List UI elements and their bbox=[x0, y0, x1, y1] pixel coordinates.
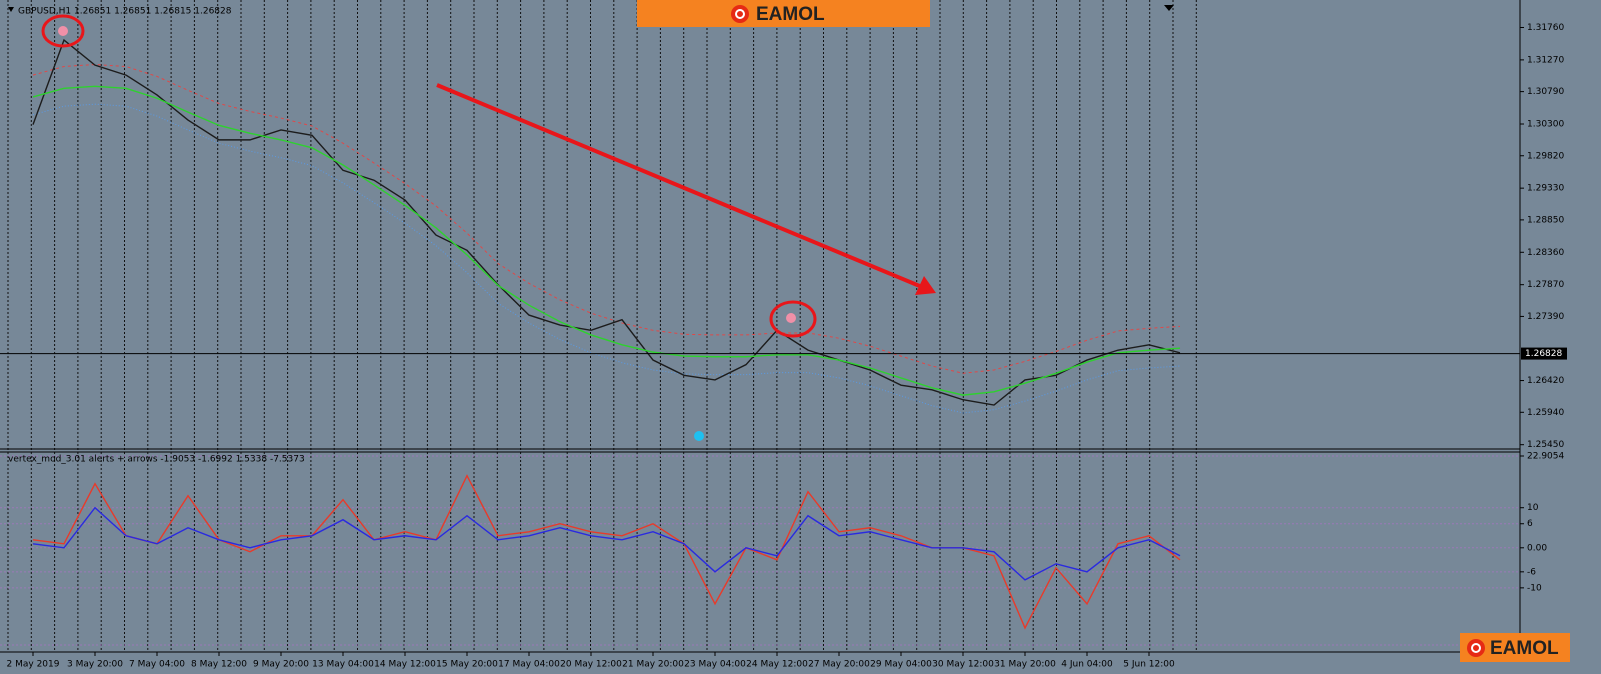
logo-icon bbox=[731, 5, 749, 23]
y-tick-label: -6 bbox=[1527, 567, 1536, 577]
highlight-circle bbox=[41, 14, 85, 48]
x-tick-label: 20 May 12:00 bbox=[560, 660, 622, 670]
series-line bbox=[32, 64, 1181, 374]
menu-arrow bbox=[8, 7, 14, 12]
x-tick-label: 24 May 12:00 bbox=[746, 660, 808, 670]
corner-logo: EAMOL bbox=[1490, 638, 1559, 659]
series-line bbox=[32, 85, 1181, 396]
y-tick-label: 22.9054 bbox=[1527, 452, 1564, 462]
y-tick-label: 1.26420 bbox=[1527, 376, 1564, 386]
shift-marker bbox=[1164, 5, 1174, 11]
period-separators bbox=[7, 0, 1197, 652]
signal-dot bbox=[58, 26, 68, 36]
y-tick-label: 1.25450 bbox=[1527, 440, 1564, 450]
y-tick-label: 1.29820 bbox=[1527, 151, 1564, 161]
trend-arrow-head bbox=[915, 276, 936, 295]
y-tick-label: 6 bbox=[1527, 519, 1533, 529]
y-tick-label: 1.25940 bbox=[1527, 408, 1564, 418]
highlight-circle bbox=[769, 300, 817, 338]
plot: 1.31760 1.31270 1.30790 1.30300 1.29820 1.293… bbox=[0, 23, 1568, 670]
current-price-label: 1.26828 bbox=[1525, 349, 1562, 359]
signal-dot bbox=[694, 431, 704, 441]
y-tick-label: 0.00 bbox=[1527, 543, 1547, 553]
trend-arrow bbox=[436, 83, 923, 289]
x-tick-label: 13 May 04:00 bbox=[312, 660, 374, 670]
signal-dot bbox=[786, 313, 796, 323]
x-tick-label: 5 Jun 12:00 bbox=[1123, 660, 1175, 670]
series-line bbox=[32, 506, 1181, 581]
banner-logo: EAMOL bbox=[756, 4, 825, 25]
x-tick-label: 3 May 20:00 bbox=[67, 660, 123, 670]
x-tick-label: 9 May 20:00 bbox=[253, 660, 309, 670]
x-tick-label: 7 May 04:00 bbox=[129, 660, 185, 670]
x-tick-label: 8 May 12:00 bbox=[191, 660, 247, 670]
x-tick-label: 21 May 20:00 bbox=[622, 660, 684, 670]
series-line bbox=[32, 38, 1181, 406]
y-tick-label: 1.30300 bbox=[1527, 120, 1564, 130]
y-tick-label: 1.28360 bbox=[1527, 248, 1564, 258]
y-tick-label: 1.28850 bbox=[1527, 215, 1564, 225]
x-tick-label: 4 Jun 04:00 bbox=[1061, 660, 1113, 670]
y-tick-label: 1.31760 bbox=[1527, 23, 1564, 33]
y-tick-label: 1.31270 bbox=[1527, 55, 1564, 65]
x-tick-label: 27 May 20:00 bbox=[808, 660, 870, 670]
y-tick-label: 1.27390 bbox=[1527, 312, 1564, 322]
x-tick-label: 30 May 12:00 bbox=[932, 660, 994, 670]
y-tick-label: 1.29330 bbox=[1527, 184, 1564, 194]
x-tick-label: 29 May 04:00 bbox=[870, 660, 932, 670]
logo-icon bbox=[1467, 639, 1485, 657]
current-price-tag bbox=[1521, 347, 1567, 360]
x-tick-label: 31 May 20:00 bbox=[994, 660, 1056, 670]
x-tick-label: 17 May 04:00 bbox=[498, 660, 560, 670]
logo-icon bbox=[735, 9, 745, 19]
y-tick-label: -10 bbox=[1527, 583, 1542, 593]
x-tick-label: 14 May 12:00 bbox=[374, 660, 436, 670]
x-tick-label: 15 May 20:00 bbox=[436, 660, 498, 670]
x-tick-label: 23 May 04:00 bbox=[684, 660, 746, 670]
chart-title: GBPUSD,H1 1.26851 1.26851 1.26815 1.2682… bbox=[18, 7, 232, 17]
indicator-title: vertex_mod_3.01 alerts + arrows -1.9053 … bbox=[8, 455, 305, 465]
y-tick-label: 10 bbox=[1527, 503, 1539, 513]
y-tick-label: 1.30790 bbox=[1527, 87, 1564, 97]
y-tick-label: 1.27870 bbox=[1527, 280, 1564, 290]
x-tick-label: 2 May 2019 bbox=[7, 660, 60, 670]
top-banner bbox=[637, 0, 930, 27]
logo-icon bbox=[1471, 643, 1481, 653]
